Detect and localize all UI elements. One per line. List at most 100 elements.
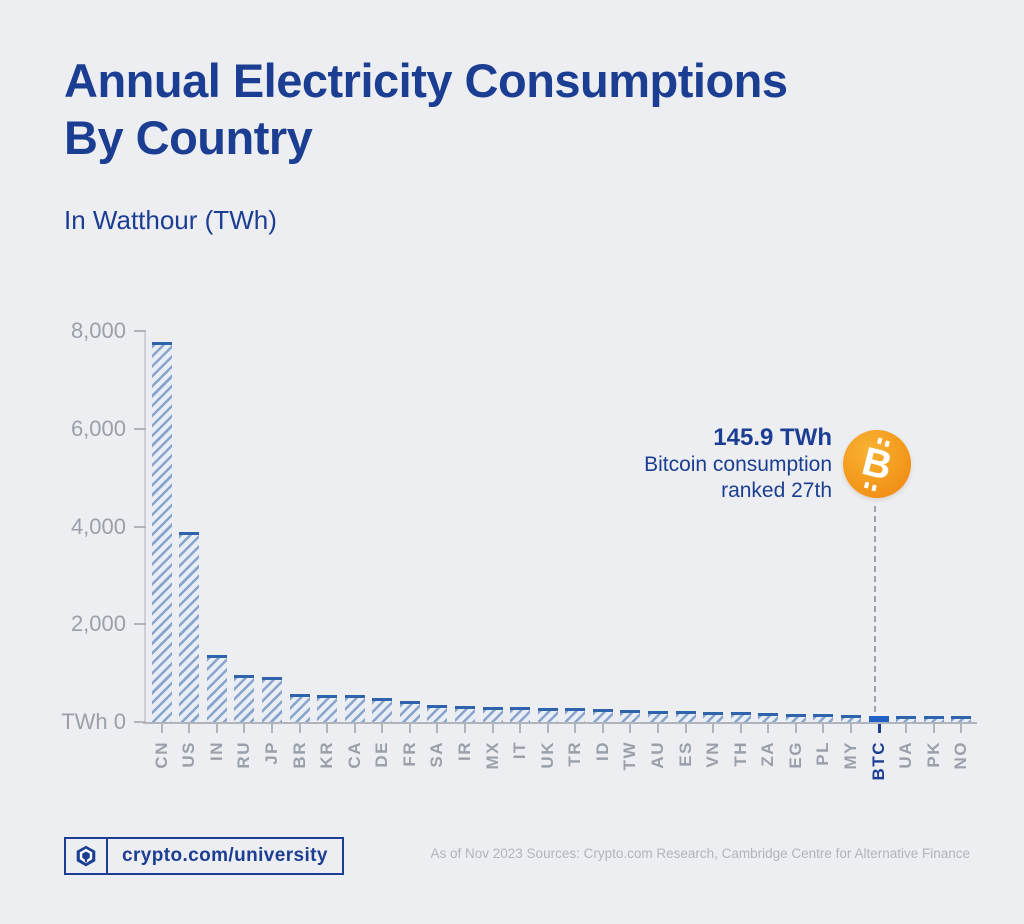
- bar-IR: [455, 706, 476, 723]
- bar-PK: [923, 716, 944, 723]
- y-tick-mark: [134, 525, 146, 528]
- x-label-TH: TH: [730, 741, 750, 767]
- bar-VN: [703, 711, 724, 723]
- x-tick-ZA: [767, 724, 770, 733]
- x-tick-AU: [656, 724, 659, 733]
- x-tick-EG: [794, 724, 797, 733]
- bar-MX: [482, 706, 503, 723]
- x-label-MX: MX: [482, 741, 502, 770]
- x-label-SA: SA: [427, 741, 447, 768]
- bar-SA: [427, 704, 448, 723]
- bar-NO: [951, 716, 972, 723]
- x-label-IR: IR: [455, 741, 474, 761]
- annotation-line3: ranked 27th: [721, 478, 832, 502]
- x-tick-ID: [601, 724, 604, 733]
- x-axis-line: [143, 722, 977, 724]
- bar-ES: [675, 711, 696, 723]
- x-tick-PL: [822, 724, 825, 733]
- x-label-CA: CA: [344, 741, 364, 769]
- bar-UA: [896, 716, 917, 723]
- x-tick-CN: [160, 724, 163, 733]
- brand-badge: crypto.com/university: [64, 837, 344, 875]
- x-tick-CA: [353, 724, 356, 733]
- x-label-RU: RU: [234, 741, 254, 769]
- source-note: As of Nov 2023 Sources: Crypto.com Resea…: [430, 846, 971, 861]
- bar-TW: [620, 709, 641, 723]
- x-tick-TW: [629, 724, 632, 733]
- x-tick-VN: [712, 724, 715, 733]
- bar-AU: [647, 710, 668, 723]
- x-tick-IR: [464, 724, 467, 733]
- x-label-CN: CN: [151, 741, 171, 769]
- x-label-JP: JP: [262, 741, 282, 765]
- x-label-US: US: [179, 741, 199, 768]
- x-label-FR: FR: [399, 741, 419, 767]
- y-tick-0: TWh 0: [0, 709, 146, 734]
- brand-label: crypto.com/university: [122, 845, 328, 866]
- x-label-PK: PK: [923, 741, 943, 768]
- x-label-BTC: BTC: [868, 741, 888, 781]
- x-label-EG: EG: [785, 741, 805, 769]
- bar-ZA: [758, 712, 779, 723]
- x-label-UA: UA: [896, 741, 916, 769]
- x-tick-ES: [684, 724, 687, 733]
- x-axis-labels: CN US IN RU JP BR KR CA DE FR SA IR MX IT UK TR ID TW AU ES…: [148, 737, 975, 801]
- x-tick-TH: [739, 724, 742, 733]
- y-tick-8000: 8,000: [0, 318, 146, 343]
- bar-BTC: [868, 715, 889, 723]
- x-tick-MY: [849, 724, 852, 733]
- x-label-ZA: ZA: [758, 741, 778, 767]
- bitcoin-annotation: 145.9 TWh Bitcoin consumption ranked 27t…: [644, 424, 832, 504]
- bar-JP: [262, 677, 283, 723]
- bar-US: [179, 532, 200, 723]
- y-axis-line: [144, 332, 146, 723]
- x-label-IN: IN: [206, 741, 226, 761]
- y-tick-mark: [134, 721, 146, 723]
- bar-KR: [317, 694, 338, 723]
- bar-CA: [344, 695, 365, 723]
- x-label-VN: VN: [703, 741, 723, 768]
- bar-PL: [813, 714, 834, 723]
- x-label-NO: NO: [951, 741, 971, 770]
- bar-IT: [510, 707, 531, 723]
- bar-CN: [151, 341, 172, 723]
- x-tick-JP: [271, 724, 274, 733]
- bitcoin-icon: B: [843, 430, 911, 498]
- x-tick-FR: [408, 724, 411, 733]
- x-label-UK: UK: [537, 741, 557, 769]
- page-title: Annual Electricity Consumptions By Count…: [64, 54, 788, 165]
- x-tick-UA: [905, 724, 908, 733]
- bar-FR: [399, 701, 420, 723]
- page-subtitle: In Watthour (TWh): [64, 205, 277, 235]
- x-tick-IN: [215, 724, 218, 733]
- bar-TH: [730, 712, 751, 723]
- x-label-TW: TW: [620, 741, 640, 771]
- x-label-KR: KR: [317, 741, 337, 769]
- y-tick-label: 4,000: [70, 513, 126, 539]
- bar-DE: [372, 697, 393, 723]
- x-tick-IT: [519, 724, 522, 733]
- x-tick-NO: [960, 724, 963, 733]
- bar-RU: [234, 675, 255, 723]
- bar-MY: [840, 714, 861, 723]
- y-tick-2000: 2,000: [0, 611, 146, 637]
- x-tick-UK: [546, 724, 549, 733]
- y-tick-label: TWh 0: [61, 709, 126, 734]
- x-tick-BTC: [877, 724, 881, 733]
- x-label-IT: IT: [510, 741, 530, 760]
- bar-TR: [565, 708, 586, 723]
- x-tick-DE: [381, 724, 384, 733]
- x-label-BR: BR: [289, 741, 309, 769]
- x-label-DE: DE: [372, 741, 392, 768]
- y-tick-label: 8,000: [70, 318, 126, 343]
- y-tick-mark: [134, 623, 146, 626]
- x-label-TR: TR: [565, 741, 585, 767]
- y-tick-label: 6,000: [70, 415, 126, 441]
- x-tick-TR: [574, 724, 577, 733]
- bar-EG: [785, 713, 806, 723]
- annotation-value: 145.9 TWh: [713, 424, 832, 451]
- x-tick-MX: [491, 724, 494, 733]
- y-tick-label: 2,000: [70, 611, 126, 637]
- x-tick-RU: [243, 724, 246, 733]
